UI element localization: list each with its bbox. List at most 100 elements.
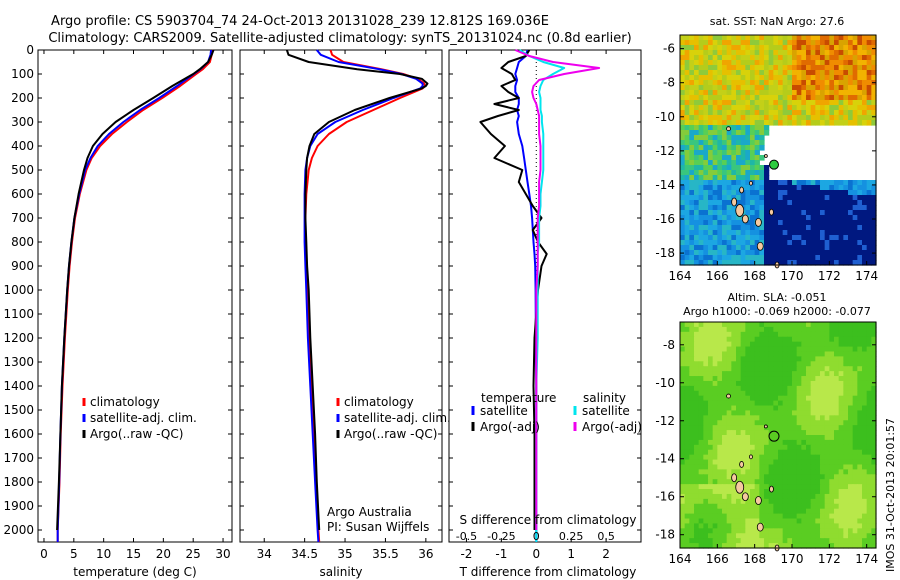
- map-cell: [852, 40, 858, 46]
- map-cell: [852, 498, 858, 505]
- map-cell: [796, 115, 802, 121]
- map-cell: [834, 493, 840, 500]
- map-cell: [768, 454, 774, 461]
- map-cell: [815, 449, 821, 456]
- map-cell: [834, 60, 840, 66]
- map-cell: [810, 55, 816, 61]
- map-cell: [750, 245, 756, 251]
- map-cell: [834, 420, 840, 426]
- map-cell: [810, 415, 816, 421]
- map-cell: [866, 498, 872, 505]
- map-cell: [815, 336, 821, 343]
- map-cell: [680, 415, 686, 421]
- map-cell: [680, 479, 686, 485]
- map-cell: [712, 55, 718, 61]
- map-cell: [764, 498, 770, 505]
- x-tick-label: 0: [532, 547, 540, 561]
- map-cell: [722, 356, 728, 362]
- map-cell: [866, 405, 872, 412]
- map-cell: [764, 85, 770, 91]
- map-cell: [698, 513, 704, 520]
- map-cell: [782, 225, 788, 231]
- map-cell: [726, 230, 732, 236]
- map-cell: [740, 125, 746, 131]
- map-cell: [871, 331, 877, 338]
- map-cell: [764, 235, 770, 241]
- map-cell: [796, 210, 802, 216]
- map-cell: [848, 493, 854, 500]
- map-cell: [754, 85, 760, 91]
- map-cell: [750, 395, 756, 402]
- map-cell: [773, 75, 779, 81]
- map-cell: [810, 225, 816, 231]
- map-cell: [866, 459, 872, 466]
- map-cell: [796, 538, 802, 544]
- map-cell: [736, 115, 742, 121]
- map-cell: [736, 130, 742, 136]
- map-cell: [829, 215, 835, 221]
- map-cell: [796, 260, 802, 266]
- map-cell: [731, 459, 737, 466]
- map-cell: [862, 75, 868, 81]
- map-cell: [768, 45, 774, 51]
- map-cell: [745, 255, 751, 261]
- map-cell: [796, 420, 802, 426]
- map-cell: [680, 160, 686, 166]
- map-cell: [829, 40, 835, 46]
- map-cell: [871, 110, 877, 116]
- map-cell: [824, 235, 830, 241]
- map-cell: [862, 210, 868, 216]
- map-cell: [843, 361, 849, 367]
- map-cell: [792, 371, 798, 377]
- map-cell: [778, 95, 784, 101]
- map-cell: [848, 115, 854, 121]
- map-cell: [806, 439, 812, 446]
- map-cell: [684, 45, 690, 51]
- map-cell: [838, 430, 844, 436]
- map-cell: [848, 420, 854, 426]
- map-cell: [820, 260, 826, 266]
- map-cell: [731, 351, 737, 357]
- map-cell: [862, 503, 868, 510]
- map-cell: [689, 415, 695, 421]
- map-cell: [838, 508, 844, 515]
- map-cell: [806, 90, 812, 96]
- map-cell: [810, 449, 816, 456]
- map-cell: [750, 533, 756, 539]
- map-cell: [759, 326, 765, 333]
- map-cell: [726, 140, 732, 146]
- map-cell: [684, 479, 690, 485]
- map-cell: [806, 346, 812, 353]
- map-cell: [871, 326, 877, 333]
- map-cell: [838, 474, 844, 480]
- map-cell: [843, 190, 849, 196]
- map-cell: [759, 170, 765, 176]
- map-cell: [717, 230, 723, 236]
- map-cell: [768, 110, 774, 116]
- map-cell: [778, 210, 784, 216]
- map-cell: [754, 225, 760, 231]
- map-cell: [684, 528, 690, 534]
- map-cell: [866, 395, 872, 402]
- map-cell: [717, 235, 723, 241]
- map-cell: [698, 55, 704, 61]
- map-cell: [806, 366, 812, 372]
- map-cell: [866, 366, 872, 372]
- map-cell: [796, 200, 802, 206]
- map-cell: [787, 459, 793, 466]
- map-cell: [750, 105, 756, 111]
- map-cell: [731, 366, 737, 372]
- map-cell: [773, 341, 779, 348]
- map-cell: [708, 376, 714, 382]
- map-cell: [750, 250, 756, 256]
- map-cell: [801, 400, 807, 407]
- map-cell: [764, 385, 770, 392]
- map-cell: [722, 410, 728, 416]
- map-cell: [820, 351, 826, 357]
- map-cell: [848, 185, 854, 191]
- map-cell: [754, 513, 760, 520]
- map-cell: [764, 523, 770, 529]
- map-cell: [862, 105, 868, 111]
- map-cell: [810, 508, 816, 515]
- map-cell: [703, 498, 709, 505]
